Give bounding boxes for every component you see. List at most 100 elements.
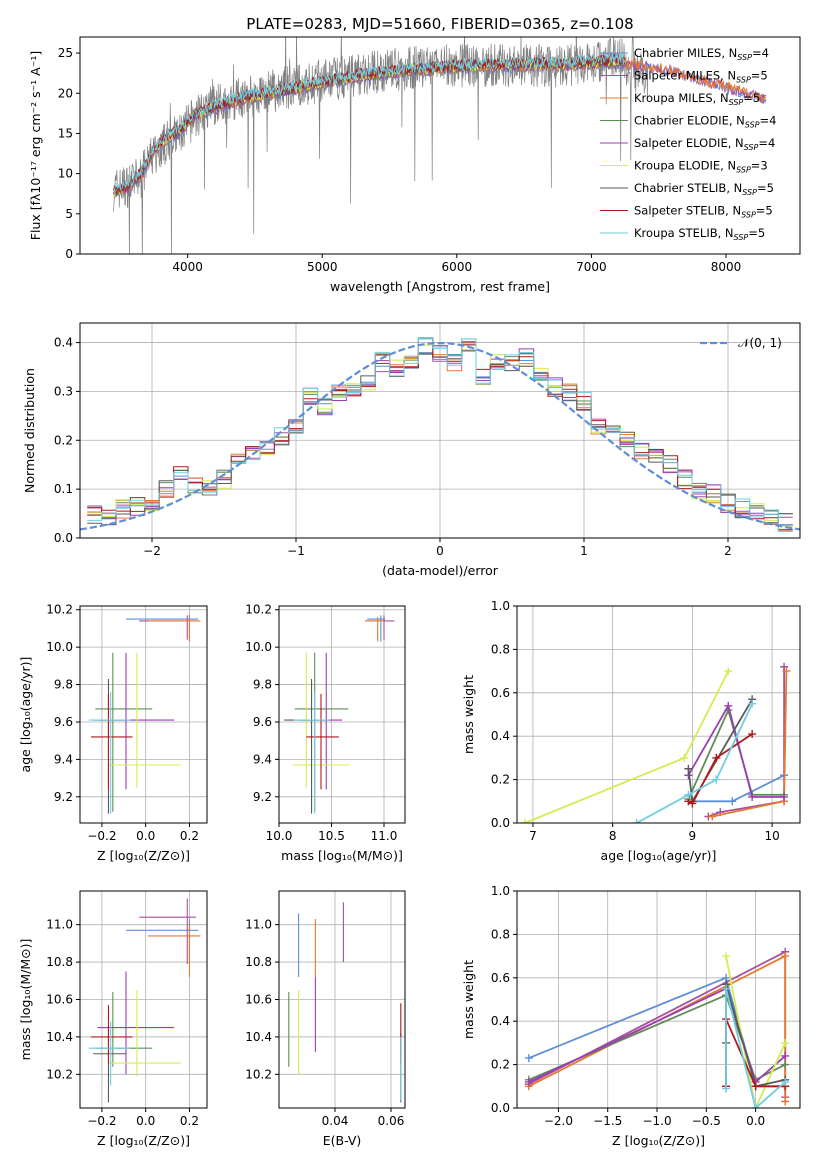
legend-subscript: SSP [744,143,759,152]
weight-marker [748,730,757,739]
y-tick-label: 0.0 [491,816,510,830]
legend-count: =5 [748,226,765,240]
x-axis-label: Z [log₁₀(Z/Z⊙)] [97,848,190,863]
legend-count: =5 [751,69,768,83]
y-axis-label: Normed distribution [22,368,37,493]
y-tick-label: 20 [58,86,73,100]
plot-area [113,37,767,254]
weight-marker [708,812,717,821]
x-tick-label: 8 [609,829,617,843]
legend-label: 𝒩(0, 1) [738,336,782,350]
residual-histogram [87,344,793,527]
errorbar-point [88,692,131,814]
y-tick-label: 0.6 [491,971,510,985]
errorbar-point [139,898,197,964]
weight-line [687,704,785,798]
y-tick-label: 0.0 [491,1101,510,1115]
weight-marker [722,1084,731,1093]
y-tick-label: 0.6 [491,686,510,700]
errorbar-point [108,652,181,788]
axes-frame [278,605,406,824]
normal-curve [80,341,800,531]
weight-line [636,703,754,823]
legend-subscript: SSP [741,211,756,220]
y-tick-label: 11.0 [46,918,73,932]
y-tick-label: 0.1 [54,482,73,496]
x-tick-label: 9 [689,829,697,843]
weight-marker [751,1082,760,1091]
y-axis-label: age [log₁₀(age/yr)] [18,657,33,773]
y-tick-label: 0.2 [491,1058,510,1072]
weight-marker [780,662,789,671]
weight-marker [520,819,529,823]
model-spectrum [113,52,626,192]
y-axis-label: Flux [fλ10⁻¹⁷ erg cm⁻² s⁻¹ A⁻¹] [28,51,43,240]
y-tick-label: 15 [58,126,73,140]
legend-count: =5 [743,91,760,105]
axes-residuals: −2 −1 0 1 2 0.0 0.1 0.2 0.3 0.4 (data-model)/error… [22,322,801,578]
axes-frame [79,36,801,255]
y-tick-label: 10.4 [245,1030,272,1044]
weight-marker [724,701,733,710]
weight-marker [781,1051,790,1060]
y-tick-label: 10.2 [245,1067,272,1081]
weight-marker [524,1077,533,1086]
y-tick-label: 9.4 [253,752,272,766]
x-tick-label: 0.0 [746,1114,765,1128]
weight-marker [780,792,789,801]
y-tick-label: 9.8 [54,678,73,692]
x-axis-label: wavelength [Angstrom, rest frame] [330,279,550,294]
x-tick-label: 4000 [172,260,203,274]
plot-area [524,947,790,1108]
weight-marker [781,1097,790,1106]
y-tick-label: 9.4 [54,752,73,766]
x-axis-label: Z [log₁₀(Z/Z⊙)] [612,1133,705,1148]
axes-mass_vs_ebv: 0.04 0.06 10.2 10.4 10.6 10.8 11.0 E(B-V) [245,890,406,1148]
residual-histogram [87,337,793,532]
x-tick-label: 1 [580,544,588,558]
x-tick-label: 0.2 [180,1114,199,1128]
legend-count: =5 [757,181,774,195]
legend-label: Salpeter ELODIE, NSSP=4 [634,136,775,152]
y-tick-label: 10.4 [46,1030,73,1044]
figure-title: PLATE=0283, MJD=51660, FIBERID=0365, z=0… [246,15,633,33]
spectrum-legend: Chabrier MILES, NSSP=4 Salpeter MILES, NS… [600,46,776,242]
weight-marker [680,753,689,762]
x-tick-label: −1 [287,544,305,558]
x-tick-label: 10.0 [266,829,293,843]
x-tick-label: 7 [529,829,537,843]
x-tick-label: 2 [724,544,732,558]
axes-age_vs_mass: 10.0 10.5 11.0 9.2 9.4 9.6 9.8 10.0 10.2 mass [lo… [245,603,406,863]
weight-marker [632,819,641,823]
weight-marker [722,952,731,961]
y-axis-label: mass [log₁₀(M/M⊙)] [18,939,33,1061]
weight-marker [688,799,697,808]
weight-line [725,955,787,1108]
y-tick-label: 9.2 [253,790,272,804]
y-tick-label: 10 [58,167,73,181]
y-tick-label: 10.0 [46,640,73,654]
legend-subscript: SSP [734,233,749,242]
errorbar-point [95,652,153,812]
y-tick-label: 0.8 [491,642,510,656]
y-axis-label: mass weight [461,960,476,1039]
y-tick-label: 9.6 [54,715,73,729]
x-axis-label: (data-model)/error [382,563,499,578]
y-tick-label: 10.8 [46,955,73,969]
errorbar-point [365,617,384,642]
y-tick-label: 0.8 [491,927,510,941]
legend-subscript: SSP [737,53,752,62]
weight-marker [724,667,733,676]
plot-area [88,615,201,814]
y-tick-label: 10.0 [245,640,272,654]
y-tick-label: 0.3 [54,384,73,398]
axes-frame [79,605,208,824]
errorbar-point [293,692,330,814]
x-tick-label: 5000 [307,260,338,274]
y-tick-label: 0 [65,247,73,261]
legend-label: Kroupa STELIB, NSSP=5 [634,226,765,242]
weight-marker [782,667,791,676]
x-tick-label: −2 [143,544,161,558]
x-tick-label: −2.0 [544,1114,573,1128]
